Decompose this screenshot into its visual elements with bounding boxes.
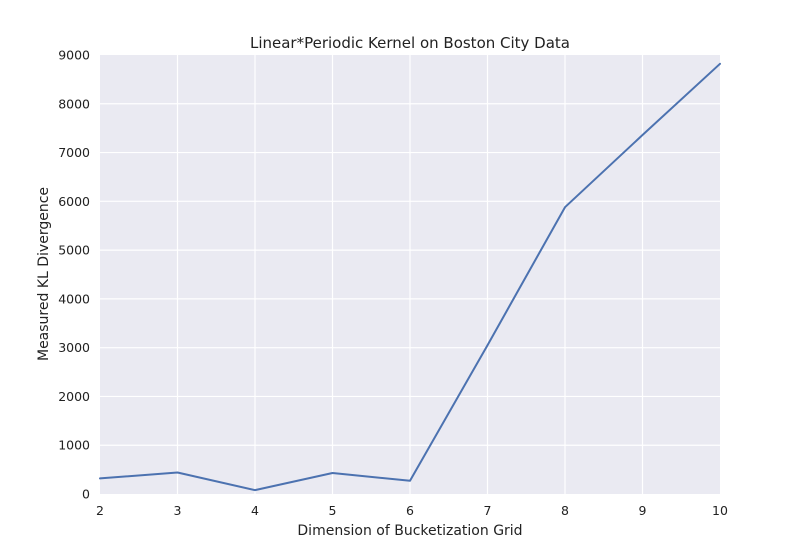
- x-axis-label: Dimension of Bucketization Grid: [297, 523, 522, 539]
- y-tick-label: 4000: [58, 291, 90, 306]
- data-point: [564, 206, 566, 208]
- y-tick-labels: 0 1000 2000 3000 4000 5000 6000 7000 8000 9000: [58, 48, 90, 502]
- x-tick-label: 8: [561, 503, 569, 518]
- x-tick-label: 5: [329, 503, 337, 518]
- y-tick-label: 2000: [58, 389, 90, 404]
- data-point: [409, 480, 411, 482]
- x-tick-label: 4: [251, 503, 259, 518]
- y-tick-label: 1000: [58, 438, 90, 453]
- data-point: [487, 344, 489, 346]
- data-point: [332, 472, 334, 474]
- x-tick-label: 2: [96, 503, 104, 518]
- y-tick-label: 9000: [58, 48, 90, 63]
- x-tick-label: 9: [639, 503, 647, 518]
- series-line: [99, 62, 721, 492]
- x-tick-label: 3: [174, 503, 182, 518]
- y-tick-label: 6000: [58, 194, 90, 209]
- data-point: [254, 489, 256, 491]
- x-tick-label: 7: [484, 503, 492, 518]
- x-tick-label: 6: [406, 503, 414, 518]
- data-point: [177, 472, 179, 474]
- data-point: [99, 477, 101, 479]
- grid-lines: [100, 55, 720, 494]
- data-point: [719, 63, 721, 65]
- y-tick-label: 7000: [58, 145, 90, 160]
- series-group: [99, 62, 721, 492]
- chart-title: Linear*Periodic Kernel on Boston City Da…: [250, 34, 570, 52]
- y-axis-label: Measured KL Divergence: [36, 187, 52, 361]
- y-tick-label: 0: [82, 487, 90, 502]
- x-tick-labels: 2 3 4 5 6 7 8 9 10: [96, 503, 728, 518]
- x-tick-label: 10: [712, 503, 728, 518]
- y-tick-label: 5000: [58, 243, 90, 258]
- y-tick-label: 3000: [58, 340, 90, 355]
- data-point: [642, 134, 644, 136]
- y-tick-label: 8000: [58, 96, 90, 111]
